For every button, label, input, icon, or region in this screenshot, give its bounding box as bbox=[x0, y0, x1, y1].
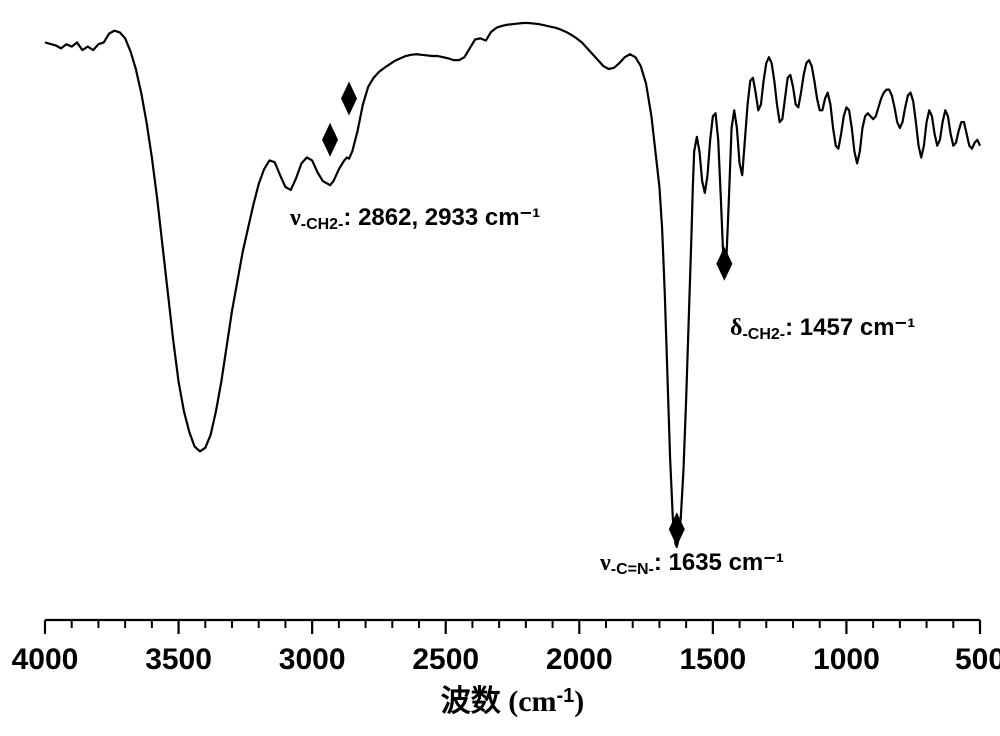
peak-annotation-ch2_stretch: ν-CH2-: 2862, 2933 cm⁻¹ bbox=[289, 204, 540, 233]
ir-spectrum-chart: ν-CH2-: 2862, 2933 cm⁻¹ δ-CH2-: 1457 cm⁻¹… bbox=[0, 0, 1000, 736]
x-axis-label: 波数 (cm-1) bbox=[441, 685, 585, 718]
x-axis-tick-label: 2500 bbox=[412, 643, 479, 676]
x-axis-tick-label: 2000 bbox=[546, 643, 613, 676]
chart-svg: ν-CH2-: 2862, 2933 cm⁻¹ δ-CH2-: 1457 cm⁻¹… bbox=[0, 0, 1000, 736]
x-axis-tick-label: 1000 bbox=[813, 643, 880, 676]
peak-marker-diamond bbox=[669, 512, 685, 546]
x-axis-tick-label: 4000 bbox=[12, 643, 79, 676]
x-axis-tick-label: 500 bbox=[955, 643, 1000, 676]
peak-marker-diamond bbox=[716, 247, 732, 281]
peak-marker-diamond bbox=[322, 123, 338, 157]
spectrum-line bbox=[45, 23, 980, 547]
peak-annotation-cn_stretch: ν-C=N-: 1635 cm⁻¹ bbox=[599, 549, 784, 578]
peak-annotation-ch2_bend: δ-CH2-: 1457 cm⁻¹ bbox=[730, 314, 915, 343]
x-axis-tick-label: 3500 bbox=[145, 643, 212, 676]
x-axis-tick-label: 1500 bbox=[679, 643, 746, 676]
peak-marker-diamond bbox=[341, 82, 357, 116]
x-axis-tick-label: 3000 bbox=[279, 643, 346, 676]
